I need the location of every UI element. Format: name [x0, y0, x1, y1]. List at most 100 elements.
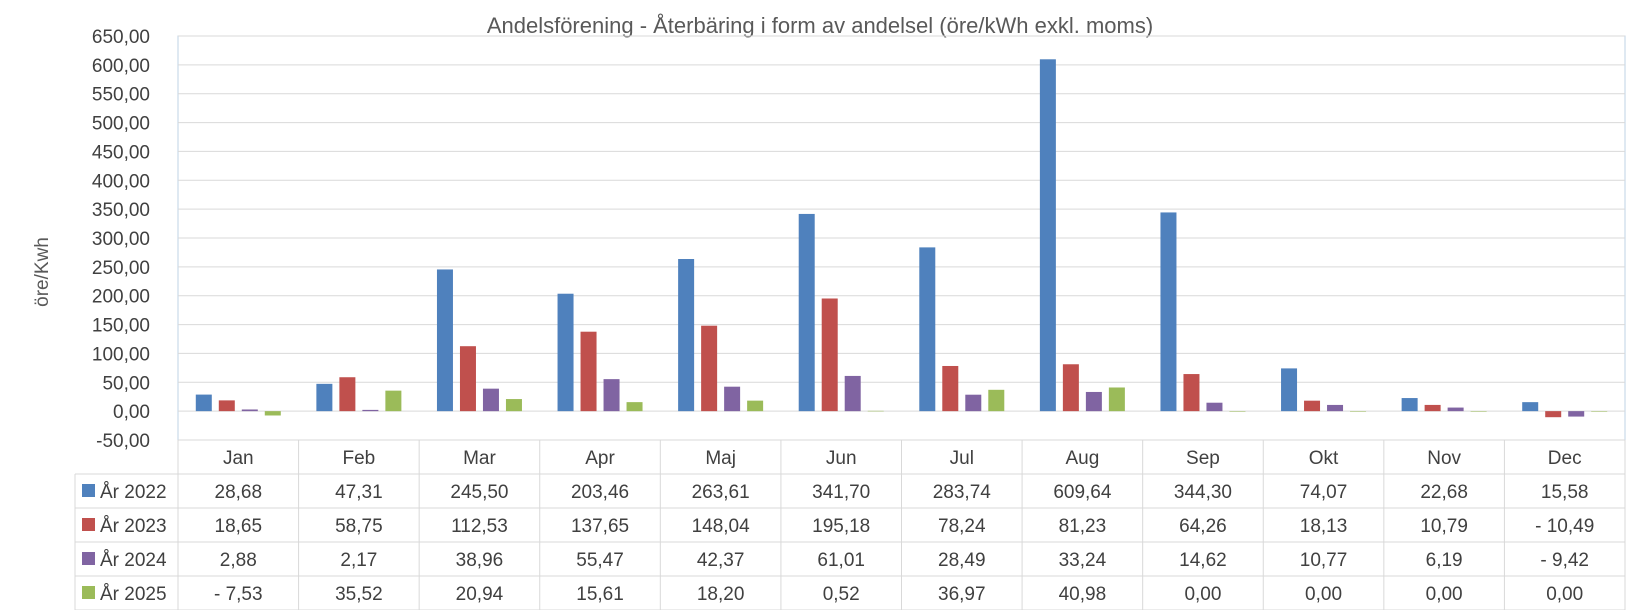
- bar-ar-2024-nov: [1447, 407, 1464, 412]
- category-label: Dec: [1548, 448, 1582, 469]
- y-tick-label: 400,00: [92, 171, 150, 192]
- data-label: 61,01: [817, 550, 865, 571]
- category-label: Nov: [1427, 448, 1461, 469]
- bar-ar-2024-jan: [241, 409, 258, 412]
- y-tick-label: 150,00: [92, 316, 150, 337]
- grid-lines: [177, 35, 1626, 441]
- data-label: 38,96: [456, 550, 504, 571]
- legend-key: [82, 586, 95, 599]
- data-label: 40,98: [1059, 584, 1107, 605]
- bar-ar-2022-aug: [1039, 59, 1056, 412]
- data-label: 78,24: [938, 516, 986, 537]
- bar-ar-2022-nov: [1401, 398, 1418, 412]
- legend-key: [82, 518, 95, 531]
- bar-ar-2022-sep: [1160, 212, 1177, 412]
- legend-label: År 2025: [100, 584, 167, 605]
- data-label: 81,23: [1059, 516, 1107, 537]
- bar-ar-2023-mar: [459, 346, 476, 412]
- category-label: Mar: [463, 448, 496, 469]
- bar-ar-2023-okt: [1304, 400, 1321, 412]
- bar-ar-2023-jan: [218, 400, 235, 412]
- category-label: Maj: [705, 448, 736, 469]
- data-label: 283,74: [933, 482, 992, 503]
- y-tick-label: 650,00: [92, 27, 150, 48]
- data-label: 15,61: [576, 584, 624, 605]
- data-label: 6,19: [1426, 550, 1463, 571]
- bar-ar-2025-nov: [1470, 411, 1487, 412]
- legend-label: År 2022: [100, 482, 167, 503]
- category-label: Okt: [1309, 448, 1339, 469]
- data-label: 28,68: [215, 482, 263, 503]
- chart-title: Andelsförening - Återbäring i form av an…: [487, 13, 1153, 38]
- data-label: - 9,42: [1540, 550, 1589, 571]
- bar-ar-2022-maj: [678, 259, 695, 412]
- data-label: 15,58: [1541, 482, 1589, 503]
- bar-ar-2024-maj: [724, 386, 741, 412]
- data-label: 344,30: [1174, 482, 1232, 503]
- y-tick-label: 350,00: [92, 200, 150, 221]
- data-label: 35,52: [335, 584, 383, 605]
- bars: [195, 59, 1608, 418]
- category-label: Sep: [1186, 448, 1220, 469]
- bar-ar-2023-aug: [1062, 364, 1079, 412]
- legend-label: År 2024: [100, 550, 167, 571]
- legend-key: [82, 484, 95, 497]
- data-label: 28,49: [938, 550, 986, 571]
- category-label: Jul: [950, 448, 974, 469]
- bar-ar-2025-mar: [505, 399, 522, 412]
- y-tick-label: 200,00: [92, 287, 150, 308]
- y-tick-label: 450,00: [92, 142, 150, 163]
- data-label: 0,00: [1305, 584, 1342, 605]
- data-label: 0,00: [1426, 584, 1463, 605]
- y-tick-label: 250,00: [92, 258, 150, 279]
- y-axis-label: öre/Kwh: [32, 237, 53, 307]
- category-label: Apr: [585, 448, 615, 469]
- data-label: 18,13: [1300, 516, 1348, 537]
- data-label: 10,79: [1420, 516, 1468, 537]
- bar-ar-2024-jun: [844, 375, 861, 412]
- y-axis-ticks: -50,00 0,00 50,00 100,00 150,00 200,00 250,00 3…: [92, 27, 150, 452]
- data-label: 55,47: [576, 550, 624, 571]
- y-tick-label: 300,00: [92, 229, 150, 250]
- bar-ar-2022-mar: [436, 269, 453, 412]
- bar-ar-2022-jul: [919, 247, 936, 412]
- data-label: 0,52: [823, 584, 860, 605]
- data-label: 10,77: [1300, 550, 1348, 571]
- bar-ar-2025-apr: [626, 402, 643, 412]
- bar-ar-2024-feb: [362, 409, 379, 412]
- data-label: 22,68: [1420, 482, 1468, 503]
- bar-ar-2024-mar: [482, 388, 499, 412]
- data-label: 18,20: [697, 584, 745, 605]
- data-label: 2,88: [220, 550, 257, 571]
- category-label: Jan: [223, 448, 254, 469]
- data-label: 74,07: [1300, 482, 1348, 503]
- legend-label: År 2023: [100, 516, 167, 537]
- data-table: Jan Feb Mar Apr Maj Jun Jul Aug Sep Okt Nov Dec År 2…: [74, 440, 1626, 610]
- bar-ar-2022-apr: [557, 293, 574, 412]
- legend-key: [82, 552, 95, 565]
- bar-ar-2023-nov: [1424, 404, 1441, 412]
- category-label: Jun: [826, 448, 857, 469]
- data-label: 20,94: [456, 584, 504, 605]
- y-tick-label: 50,00: [102, 373, 150, 394]
- bar-ar-2024-aug: [1085, 391, 1102, 412]
- bar-ar-2025-maj: [747, 400, 764, 412]
- bar-ar-2025-feb: [385, 390, 402, 412]
- bar-ar-2024-apr: [603, 379, 620, 412]
- bar-ar-2025-okt: [1350, 411, 1367, 412]
- bar-ar-2025-jul: [988, 389, 1005, 412]
- y-tick-label: 0,00: [113, 402, 150, 423]
- bar-ar-2022-jan: [195, 394, 212, 412]
- data-label: 18,65: [215, 516, 263, 537]
- bar-ar-2025-jun: [867, 410, 884, 412]
- data-label: 2,17: [340, 550, 377, 571]
- bar-ar-2022-feb: [316, 383, 333, 412]
- data-label: 64,26: [1179, 516, 1227, 537]
- category-label: Aug: [1065, 448, 1099, 469]
- bar-ar-2023-jun: [821, 298, 838, 412]
- category-label: Feb: [343, 448, 376, 469]
- data-label: 137,65: [571, 516, 629, 537]
- bar-ar-2024-jul: [965, 394, 982, 412]
- y-tick-label: 600,00: [92, 56, 150, 77]
